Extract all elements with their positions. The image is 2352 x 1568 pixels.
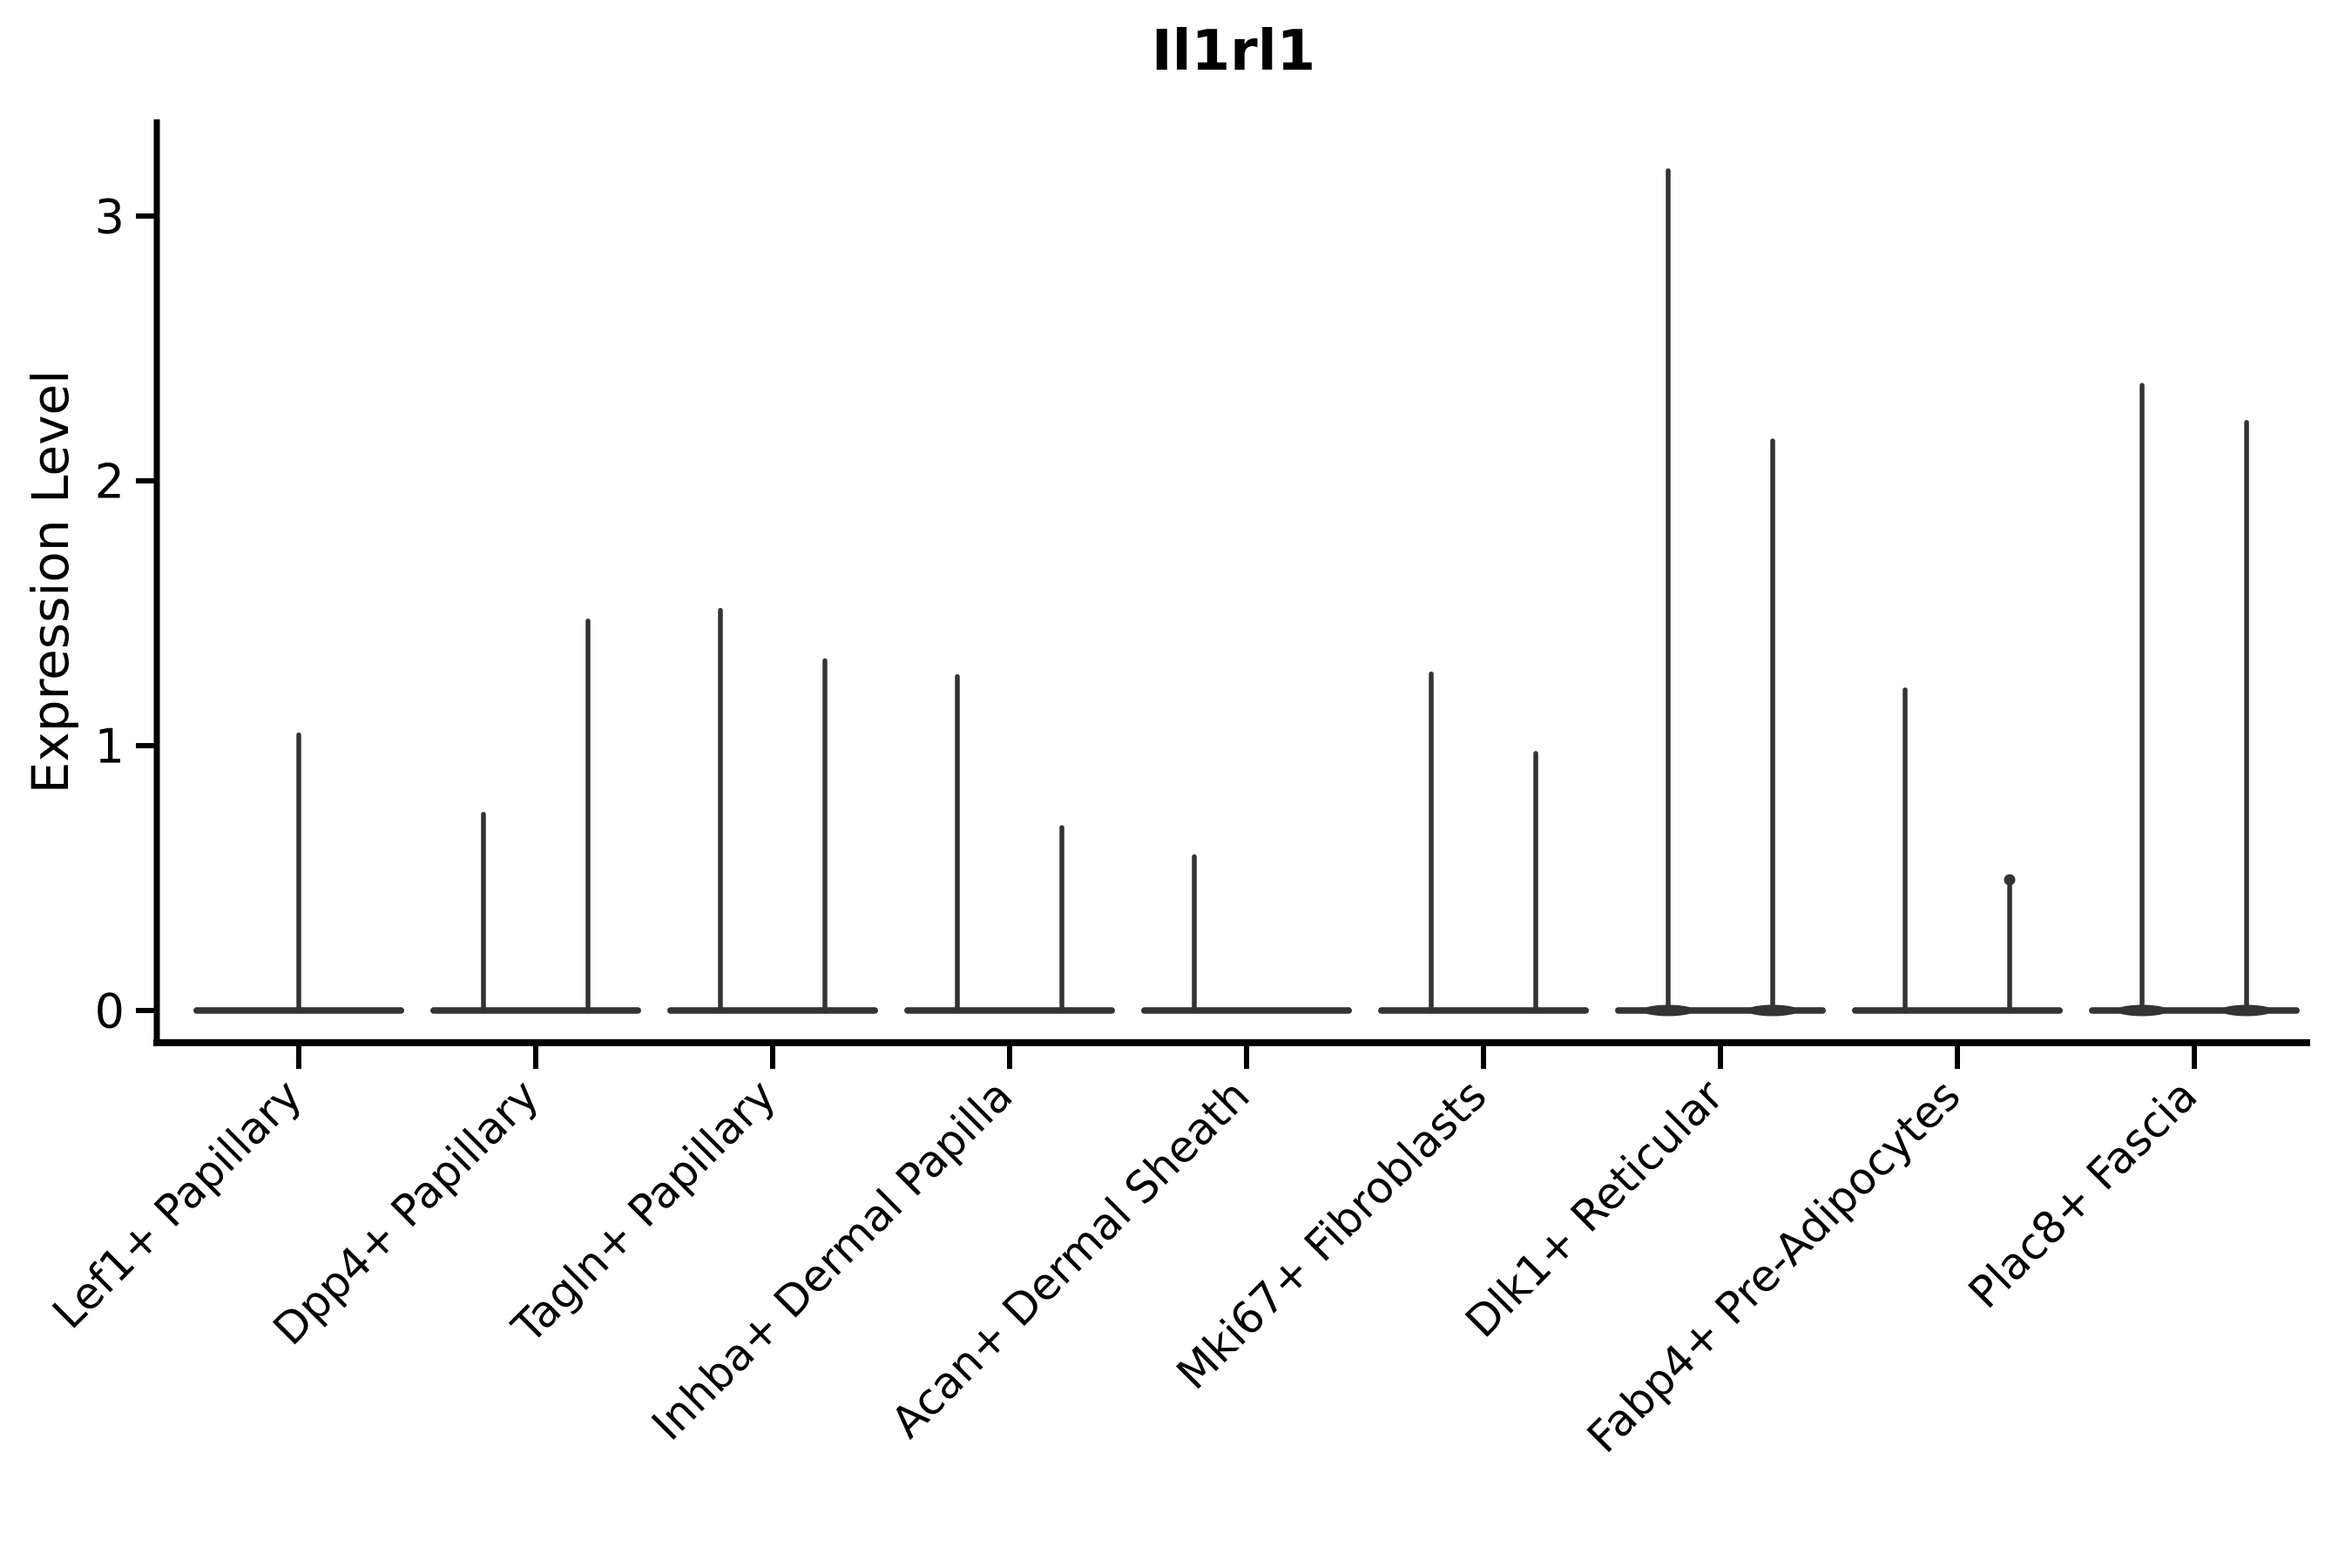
- violin-base-bulge: [2220, 1004, 2273, 1017]
- violin-spike: [1666, 168, 1671, 1014]
- violin-baseline: [904, 1007, 1115, 1014]
- violin-spike: [1533, 751, 1538, 1014]
- violin-baseline: [1852, 1007, 2063, 1014]
- x-tick-label: Dlk1+ Reticular: [1456, 1070, 1733, 1347]
- y-tick-label: 1: [95, 719, 125, 774]
- violin-baseline: [1378, 1007, 1589, 1014]
- y-tick-label: 0: [95, 983, 125, 1038]
- violin-base-bulge: [1747, 1004, 1799, 1017]
- violin-baseline: [1141, 1007, 1352, 1014]
- violin-spike: [2007, 875, 2012, 1014]
- x-tick-label: Lef1+ Papillary: [43, 1070, 311, 1338]
- y-tick-label: 3: [95, 189, 125, 244]
- violin-base-bulge: [1642, 1004, 1694, 1017]
- violin-spike: [1429, 671, 1434, 1014]
- violin-tip-knob: [2004, 874, 2016, 886]
- violin-spike: [296, 732, 301, 1014]
- x-tick-label: Fabp4+ Pre-Adipocytes: [1578, 1070, 1970, 1463]
- violin-spike: [955, 673, 960, 1014]
- violin-baseline: [667, 1007, 878, 1014]
- x-tick-label: Dpp4+ Papillary: [264, 1070, 549, 1355]
- violin-spike: [1059, 825, 1064, 1014]
- violin-spike: [1903, 687, 1908, 1014]
- violin-baseline: [430, 1007, 641, 1014]
- violin-base-bulge: [2116, 1004, 2168, 1017]
- violin-spike: [481, 812, 486, 1014]
- violin-spike: [1770, 438, 1775, 1014]
- y-tick-label: 2: [95, 454, 125, 509]
- x-tick-label: Tagln+ Papillary: [502, 1070, 785, 1353]
- violin-spike: [2139, 382, 2145, 1014]
- chart-title: Il1rl1: [1151, 19, 1316, 84]
- violin-spike: [2244, 420, 2249, 1014]
- violin-spike: [822, 658, 828, 1014]
- violin-spike: [718, 607, 723, 1014]
- violin-spike: [585, 618, 591, 1014]
- y-axis-title: Expression Level: [21, 369, 80, 794]
- x-tick-label: Plac8+ Fascia: [1959, 1070, 2207, 1318]
- violin-spike: [1192, 854, 1197, 1014]
